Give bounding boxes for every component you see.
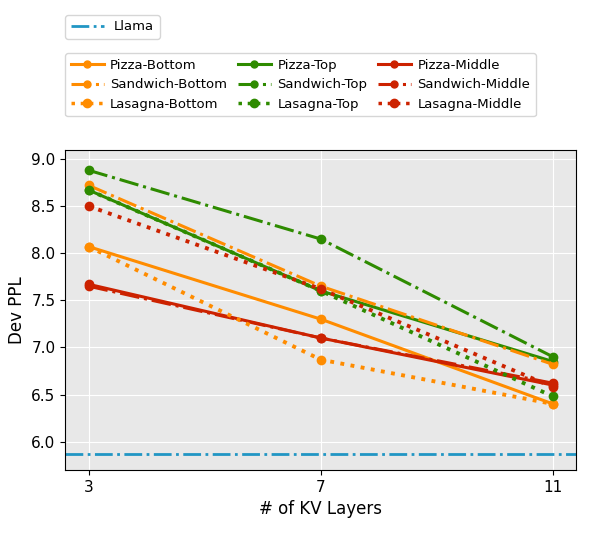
- Lasagna-Middle: [85, 203, 92, 209]
- Sandwich-Top: [317, 236, 324, 242]
- Pizza-Bottom: [317, 316, 324, 323]
- Sandwich-Bottom: [549, 361, 557, 367]
- Sandwich-Top: [549, 354, 557, 360]
- Pizza-Middle: [317, 335, 324, 341]
- Lasagna-Middle: [549, 384, 557, 390]
- Lasagna-Top: [549, 393, 557, 399]
- X-axis label: # of KV Layers: # of KV Layers: [259, 500, 383, 518]
- Sandwich-Bottom: [85, 182, 92, 189]
- Line: Sandwich-Top: Sandwich-Top: [84, 166, 557, 361]
- Line: Pizza-Bottom: Pizza-Bottom: [84, 242, 557, 408]
- Pizza-Middle: [85, 281, 92, 287]
- Sandwich-Bottom: [317, 283, 324, 289]
- Line: Lasagna-Middle: Lasagna-Middle: [84, 201, 558, 392]
- Sandwich-Middle: [317, 335, 324, 341]
- Lasagna-Top: [85, 187, 92, 193]
- Lasagna-Top: [317, 288, 324, 294]
- Sandwich-Middle: [85, 283, 92, 289]
- Sandwich-Middle: [549, 380, 557, 387]
- Lasagna-Middle: [317, 286, 324, 292]
- Line: Pizza-Middle: Pizza-Middle: [84, 280, 557, 389]
- Sandwich-Top: [85, 167, 92, 174]
- Line: Sandwich-Middle: Sandwich-Middle: [84, 282, 557, 387]
- Line: Sandwich-Bottom: Sandwich-Bottom: [84, 181, 557, 368]
- Line: Pizza-Top: Pizza-Top: [84, 186, 557, 366]
- Line: Lasagna-Bottom: Lasagna-Bottom: [84, 242, 558, 409]
- Lasagna-Bottom: [317, 357, 324, 363]
- Line: Lasagna-Top: Lasagna-Top: [84, 185, 558, 401]
- Pizza-Top: [549, 358, 557, 365]
- Y-axis label: Dev PPL: Dev PPL: [8, 276, 26, 343]
- Pizza-Top: [85, 187, 92, 193]
- Lasagna-Bottom: [85, 244, 92, 250]
- Pizza-Top: [317, 288, 324, 294]
- Pizza-Middle: [549, 382, 557, 388]
- Pizza-Bottom: [549, 400, 557, 407]
- Legend: Pizza-Bottom, Sandwich-Bottom, Lasagna-Bottom, Pizza-Top, Sandwich-Top, Lasagna-: Pizza-Bottom, Sandwich-Bottom, Lasagna-B…: [65, 53, 536, 116]
- Lasagna-Bottom: [549, 400, 557, 407]
- Pizza-Bottom: [85, 244, 92, 250]
